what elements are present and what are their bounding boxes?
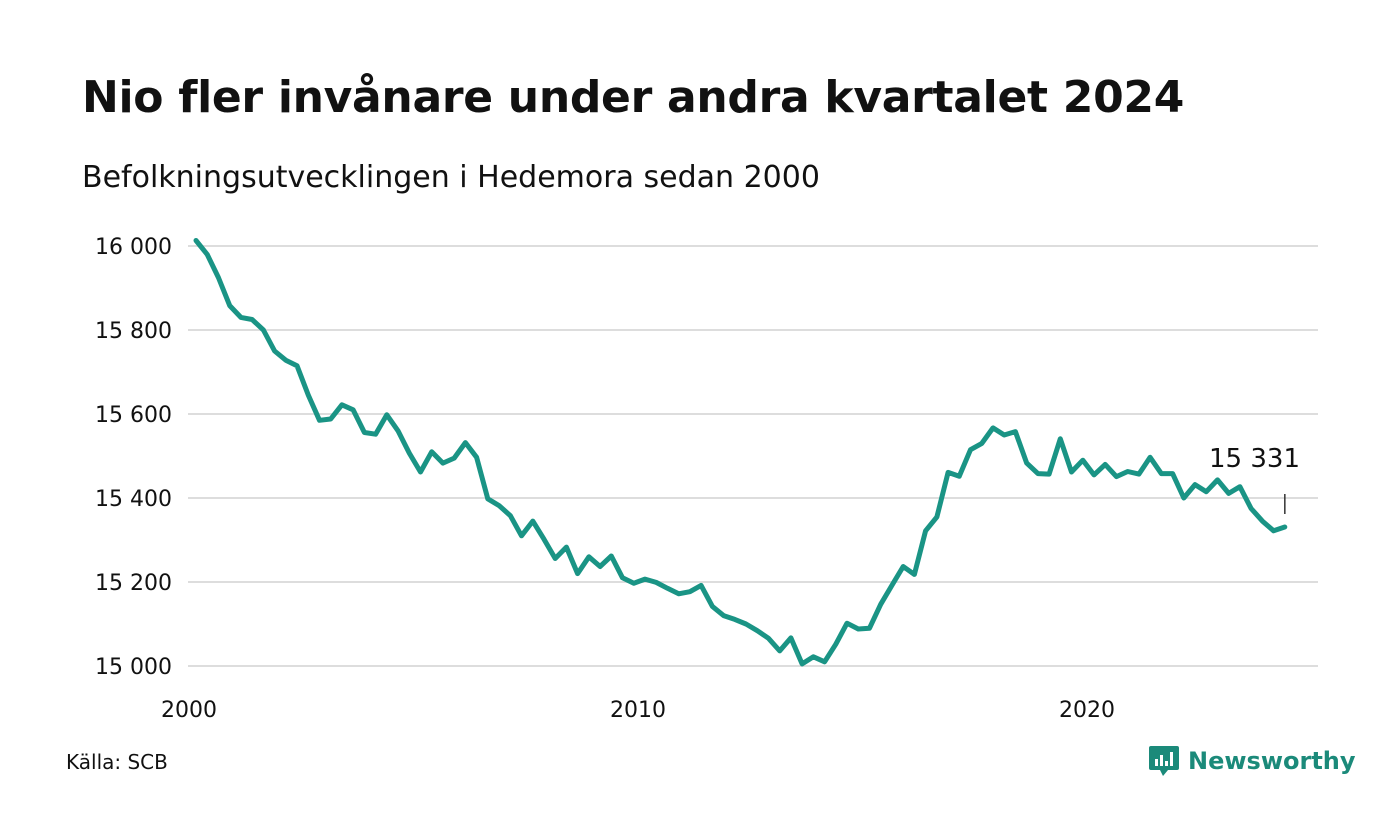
bar-chart-speech-bubble-icon [1149,746,1179,776]
y-tick-label: 16 000 [95,235,172,260]
series-layer [193,238,1288,667]
brand-logo: Newsworthy [1148,744,1356,778]
x-tick-label: 2010 [610,698,666,723]
y-tick-label: 15 200 [95,571,172,596]
last-value-label: 15 331 [1209,444,1300,474]
y-tick-label: 15 800 [95,319,172,344]
x-axis-tick-labels: 2000 2010 2020 [161,698,1115,723]
series-line [193,238,1288,667]
x-tick-label: 2000 [161,698,217,723]
y-axis-tick-labels: 15 000 15 200 15 400 15 600 15 800 16 000 [95,235,172,680]
chart-title: Nio fler invånare under andra kvartalet … [82,72,1185,123]
brand-name: Newsworthy [1188,747,1356,775]
annotation-layer: 15 331 [1209,444,1300,514]
x-tick-label: 2020 [1059,698,1115,723]
y-tick-label: 15 400 [95,487,172,512]
chart-subtitle: Befolkningsutvecklingen i Hedemora sedan… [82,160,820,195]
y-tick-label: 15 000 [95,655,172,680]
y-tick-label: 15 600 [95,403,172,428]
source-note: Källa: SCB [66,750,168,774]
gridlines [188,245,1318,667]
